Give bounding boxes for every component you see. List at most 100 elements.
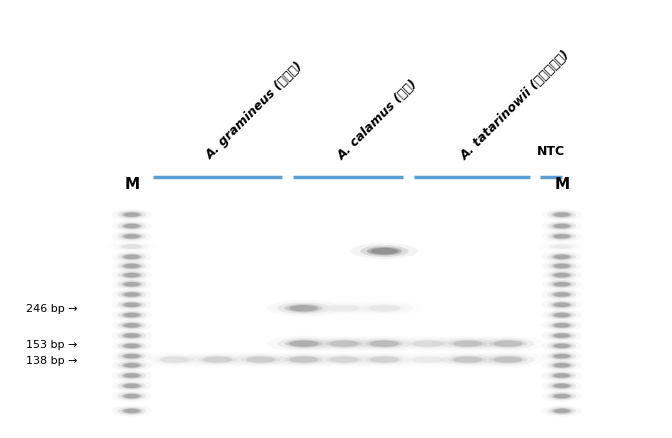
Text: 138 bp →: 138 bp → <box>26 355 77 365</box>
Ellipse shape <box>325 356 364 364</box>
Text: A. tatarinowii (중국석창포): A. tatarinowii (중국석창포) <box>458 48 573 162</box>
Ellipse shape <box>351 244 418 260</box>
Ellipse shape <box>542 370 582 381</box>
Ellipse shape <box>284 340 323 348</box>
Ellipse shape <box>551 383 573 389</box>
Ellipse shape <box>124 283 140 287</box>
Text: M: M <box>124 177 139 192</box>
Ellipse shape <box>121 383 142 389</box>
Ellipse shape <box>112 391 152 402</box>
Ellipse shape <box>124 344 140 348</box>
Ellipse shape <box>121 333 142 339</box>
Ellipse shape <box>554 234 570 239</box>
Ellipse shape <box>284 356 323 364</box>
Text: 1: 1 <box>170 208 179 221</box>
Ellipse shape <box>112 405 152 417</box>
Ellipse shape <box>347 352 421 368</box>
Ellipse shape <box>411 341 444 347</box>
Ellipse shape <box>121 292 142 298</box>
Ellipse shape <box>551 343 573 349</box>
Ellipse shape <box>155 356 194 364</box>
Ellipse shape <box>117 352 146 360</box>
Ellipse shape <box>547 223 577 231</box>
Ellipse shape <box>117 211 146 219</box>
Ellipse shape <box>307 336 381 352</box>
Ellipse shape <box>554 273 570 278</box>
Ellipse shape <box>289 305 319 312</box>
Ellipse shape <box>547 332 577 340</box>
Ellipse shape <box>554 363 570 368</box>
Ellipse shape <box>117 280 146 289</box>
Ellipse shape <box>181 352 255 368</box>
Ellipse shape <box>358 354 411 366</box>
Ellipse shape <box>124 354 140 359</box>
Ellipse shape <box>542 320 582 331</box>
Ellipse shape <box>112 320 152 331</box>
Ellipse shape <box>117 233 146 241</box>
Ellipse shape <box>441 354 495 366</box>
Ellipse shape <box>112 209 152 221</box>
Ellipse shape <box>367 247 402 256</box>
Ellipse shape <box>106 241 157 253</box>
Ellipse shape <box>471 336 545 352</box>
Ellipse shape <box>112 300 152 311</box>
Ellipse shape <box>542 270 582 281</box>
Ellipse shape <box>246 357 276 363</box>
Ellipse shape <box>284 304 323 313</box>
Ellipse shape <box>315 303 373 314</box>
Ellipse shape <box>368 305 401 312</box>
Ellipse shape <box>121 363 142 368</box>
Ellipse shape <box>344 300 425 317</box>
Text: 6: 6 <box>380 208 388 221</box>
Ellipse shape <box>554 354 570 359</box>
Text: 246 bp →: 246 bp → <box>26 304 77 314</box>
Text: 153 bp →: 153 bp → <box>26 339 77 349</box>
Ellipse shape <box>481 354 535 366</box>
Ellipse shape <box>117 223 146 231</box>
Ellipse shape <box>124 213 140 217</box>
Ellipse shape <box>112 310 152 321</box>
Ellipse shape <box>453 357 482 363</box>
Ellipse shape <box>551 393 573 399</box>
Ellipse shape <box>121 353 142 359</box>
Ellipse shape <box>114 243 150 251</box>
Ellipse shape <box>551 234 573 240</box>
Ellipse shape <box>328 305 360 312</box>
Ellipse shape <box>431 336 505 352</box>
Ellipse shape <box>551 312 573 318</box>
Ellipse shape <box>124 363 140 368</box>
Text: A. gramineus (석창포): A. gramineus (석창포) <box>203 60 306 162</box>
Ellipse shape <box>289 357 319 363</box>
Ellipse shape <box>118 244 145 250</box>
Text: 5: 5 <box>339 208 349 221</box>
Ellipse shape <box>148 354 202 366</box>
Ellipse shape <box>121 282 142 288</box>
Ellipse shape <box>448 356 487 364</box>
Ellipse shape <box>371 248 398 255</box>
Ellipse shape <box>203 357 233 363</box>
Ellipse shape <box>307 352 381 368</box>
Ellipse shape <box>241 356 280 364</box>
Ellipse shape <box>554 334 570 338</box>
Ellipse shape <box>554 374 570 378</box>
Ellipse shape <box>121 212 142 218</box>
Ellipse shape <box>304 300 384 317</box>
Ellipse shape <box>112 279 152 290</box>
Ellipse shape <box>370 341 399 347</box>
Ellipse shape <box>542 279 582 290</box>
Ellipse shape <box>542 251 582 263</box>
Text: 7: 7 <box>423 208 432 221</box>
Ellipse shape <box>554 409 570 413</box>
Ellipse shape <box>547 233 577 241</box>
Ellipse shape <box>121 393 142 399</box>
Ellipse shape <box>117 311 146 319</box>
Ellipse shape <box>124 323 140 328</box>
Ellipse shape <box>547 211 577 219</box>
Ellipse shape <box>198 356 237 364</box>
Ellipse shape <box>124 409 140 413</box>
Text: 8: 8 <box>464 208 472 221</box>
Ellipse shape <box>551 373 573 379</box>
Ellipse shape <box>547 280 577 289</box>
Ellipse shape <box>138 352 212 368</box>
Ellipse shape <box>542 391 582 402</box>
